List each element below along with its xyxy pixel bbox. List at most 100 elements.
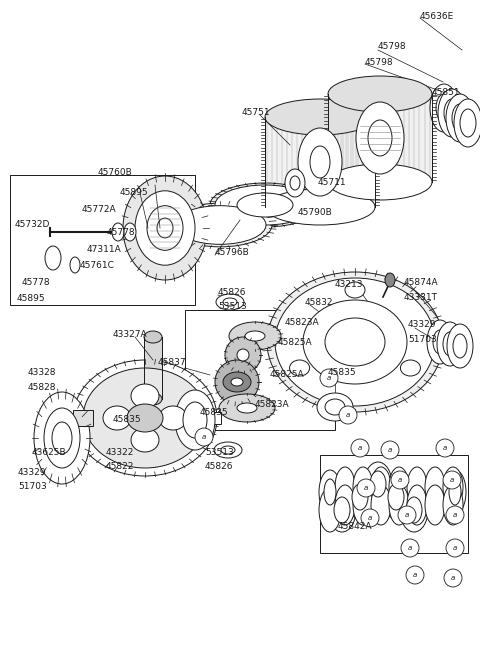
Ellipse shape — [444, 470, 466, 514]
Circle shape — [361, 509, 379, 527]
Ellipse shape — [437, 322, 463, 366]
Circle shape — [436, 439, 454, 457]
Ellipse shape — [447, 324, 473, 368]
Ellipse shape — [215, 360, 259, 404]
Ellipse shape — [215, 185, 315, 225]
Ellipse shape — [285, 169, 305, 197]
Ellipse shape — [443, 467, 463, 507]
Ellipse shape — [368, 120, 392, 156]
Text: 45790B: 45790B — [298, 208, 333, 217]
Ellipse shape — [275, 278, 435, 406]
Ellipse shape — [444, 99, 460, 127]
Text: 43329: 43329 — [408, 320, 436, 329]
Text: a: a — [346, 412, 350, 418]
Ellipse shape — [127, 404, 163, 432]
Circle shape — [351, 439, 369, 457]
Ellipse shape — [425, 485, 445, 525]
Text: 45798: 45798 — [365, 58, 394, 67]
Text: 45823A: 45823A — [285, 318, 320, 327]
Ellipse shape — [325, 318, 385, 366]
Ellipse shape — [328, 76, 432, 112]
Circle shape — [391, 471, 409, 489]
Circle shape — [339, 406, 357, 424]
Text: 45895: 45895 — [17, 294, 46, 303]
Circle shape — [398, 506, 416, 524]
Ellipse shape — [214, 442, 242, 458]
Ellipse shape — [174, 206, 266, 244]
Ellipse shape — [45, 246, 61, 270]
Ellipse shape — [443, 332, 457, 356]
Bar — [73, 410, 93, 426]
Text: 51703: 51703 — [408, 335, 437, 344]
Ellipse shape — [353, 467, 373, 507]
Ellipse shape — [44, 408, 80, 468]
Ellipse shape — [157, 218, 173, 238]
Text: 45895: 45895 — [120, 188, 149, 197]
Bar — [185, 310, 335, 430]
Ellipse shape — [433, 330, 447, 354]
Ellipse shape — [436, 94, 452, 122]
Ellipse shape — [131, 384, 159, 408]
Ellipse shape — [328, 488, 356, 532]
Ellipse shape — [237, 403, 257, 413]
Text: 45842A: 45842A — [338, 522, 372, 531]
Ellipse shape — [345, 282, 365, 298]
Bar — [10, 175, 195, 305]
Ellipse shape — [303, 300, 407, 384]
Text: 45822: 45822 — [106, 462, 134, 471]
Ellipse shape — [265, 189, 375, 225]
Text: 45761C: 45761C — [80, 261, 115, 270]
Circle shape — [357, 479, 375, 497]
Circle shape — [443, 471, 461, 489]
Ellipse shape — [449, 479, 461, 505]
Ellipse shape — [34, 392, 90, 484]
Circle shape — [406, 566, 424, 584]
Bar — [144, 337, 162, 399]
Bar — [328, 94, 432, 182]
Ellipse shape — [324, 479, 336, 505]
Text: a: a — [327, 375, 331, 381]
Text: 45798: 45798 — [378, 42, 407, 51]
Ellipse shape — [265, 99, 375, 135]
Ellipse shape — [317, 393, 353, 421]
Text: 45825A: 45825A — [270, 370, 305, 379]
Text: 43331T: 43331T — [404, 293, 438, 302]
Ellipse shape — [356, 102, 404, 174]
Ellipse shape — [310, 146, 330, 178]
Ellipse shape — [388, 484, 404, 510]
Ellipse shape — [73, 360, 217, 476]
Text: 45778: 45778 — [107, 228, 136, 237]
Ellipse shape — [147, 206, 183, 250]
Ellipse shape — [346, 475, 374, 519]
Text: a: a — [450, 477, 454, 483]
Text: a: a — [413, 572, 417, 578]
Ellipse shape — [334, 497, 350, 523]
Text: 43213: 43213 — [335, 280, 363, 289]
Ellipse shape — [438, 89, 466, 137]
Ellipse shape — [216, 294, 244, 310]
Ellipse shape — [352, 484, 368, 510]
Bar — [265, 117, 375, 207]
Ellipse shape — [135, 191, 195, 265]
Ellipse shape — [325, 399, 345, 415]
Circle shape — [320, 369, 338, 387]
Ellipse shape — [159, 406, 187, 430]
Bar — [197, 412, 221, 424]
Ellipse shape — [245, 331, 265, 341]
Ellipse shape — [175, 390, 215, 450]
Text: a: a — [451, 575, 455, 581]
Text: a: a — [358, 445, 362, 451]
Ellipse shape — [112, 223, 124, 241]
Circle shape — [446, 506, 464, 524]
Ellipse shape — [454, 99, 480, 147]
Ellipse shape — [229, 322, 281, 350]
Ellipse shape — [335, 467, 355, 507]
Ellipse shape — [123, 176, 207, 280]
Ellipse shape — [407, 485, 427, 525]
Ellipse shape — [237, 193, 293, 217]
Text: 43625B: 43625B — [32, 448, 67, 457]
Ellipse shape — [144, 393, 162, 405]
Ellipse shape — [427, 320, 453, 364]
Ellipse shape — [124, 223, 136, 241]
Text: 45636E: 45636E — [420, 12, 454, 21]
